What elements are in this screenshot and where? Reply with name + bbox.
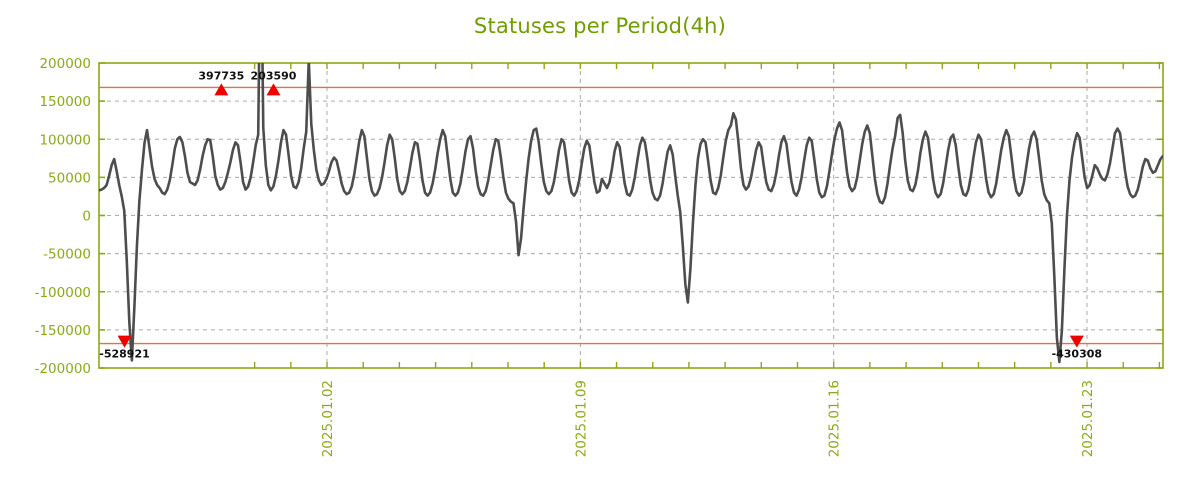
y-axis-tick-label: -150000 <box>35 323 91 339</box>
y-axis-labels: 200000 150000 100000 50000 0 -50000 -100000 -15… <box>35 56 91 377</box>
x-axis-tick-label: 2025.01.23 <box>1080 380 1096 457</box>
annotation-value-label: 203590 <box>251 69 297 82</box>
horizontal-gridlines <box>99 100 1163 331</box>
y-axis-tick-label: 150000 <box>39 94 91 110</box>
vertical-gridlines <box>326 63 1088 368</box>
annotation-value-label: -430308 <box>1052 348 1103 361</box>
trough-1-annotation: -528921 <box>99 335 150 361</box>
y-axis-tick-label: -100000 <box>35 285 91 301</box>
y-axis-ticks <box>99 62 1163 369</box>
chart-title: Statuses per Period(4h) <box>473 14 727 38</box>
x-axis-tick-label: 2025.01.16 <box>827 380 843 457</box>
y-axis-tick-label: 0 <box>82 209 91 225</box>
x-axis-tick-label: 2025.01.02 <box>320 380 336 457</box>
y-axis-tick-label: 200000 <box>39 56 91 72</box>
x-axis-tick-label: 2025.01.09 <box>573 380 589 457</box>
x-axis-ticks <box>253 63 1161 368</box>
up-triangle-icon <box>266 83 281 96</box>
down-triangle-icon <box>117 335 132 348</box>
threshold-lines <box>99 86 1163 345</box>
y-axis-tick-label: -50000 <box>43 247 91 263</box>
up-triangle-icon <box>214 83 229 96</box>
annotation-markers: 397735 203590 -528921 -430308 <box>99 69 1102 360</box>
peak-2-annotation: 203590 <box>251 69 297 96</box>
y-axis-tick-label: 50000 <box>48 170 91 186</box>
trough-2-annotation: -430308 <box>1052 335 1103 361</box>
x-axis-labels: 2025.01.02 2025.01.09 2025.01.16 2025.01.23 <box>320 380 1096 457</box>
y-axis-tick-label: -200000 <box>35 361 91 377</box>
annotation-value-label: 397735 <box>198 69 244 82</box>
y-axis-tick-label: 100000 <box>39 132 91 148</box>
down-triangle-icon <box>1069 335 1084 348</box>
data-series-line <box>99 63 1163 364</box>
series-path <box>99 63 1163 364</box>
peak-1-annotation: 397735 <box>198 69 244 96</box>
annotation-value-label: -528921 <box>99 348 150 361</box>
